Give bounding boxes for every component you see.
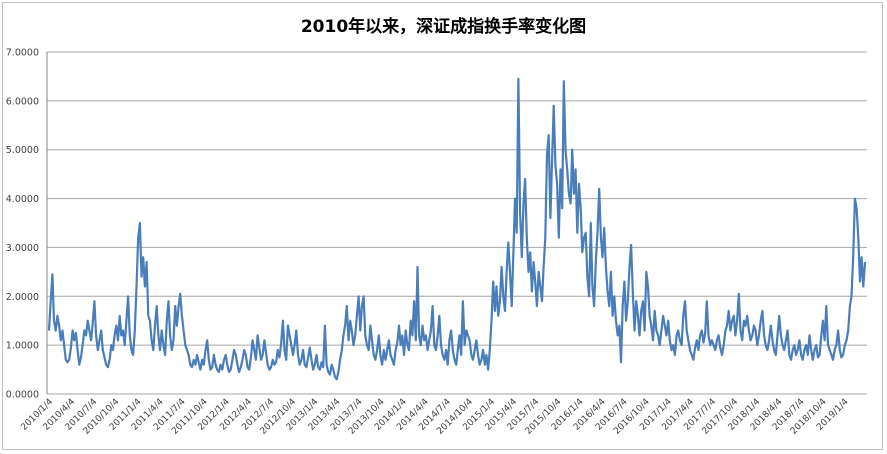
- y-axis: 0.0000 1.0000 2.0000 3.0000 4.0000 5.0000 6.00…: [6, 48, 48, 401]
- y-tick-label: 7.0000: [6, 48, 39, 59]
- y-tick-label: 5.0000: [6, 145, 39, 156]
- y-tick-label: 0.0000: [6, 390, 39, 401]
- y-tick-label: 2.0000: [6, 292, 39, 303]
- turnover-rate-line: [47, 77, 867, 381]
- y-tick-label: 6.0000: [6, 96, 39, 107]
- y-tick-label: 4.0000: [6, 194, 39, 205]
- gridlines: [47, 51, 867, 395]
- y-tick-label: 1.0000: [6, 341, 39, 352]
- x-axis: 2010/1/42010/4/42010/7/42010/10/42011/1/…: [19, 397, 850, 437]
- chart-title: 2010年以来，深证成指换手率变化图: [300, 17, 587, 37]
- y-tick-label: 3.0000: [6, 243, 39, 254]
